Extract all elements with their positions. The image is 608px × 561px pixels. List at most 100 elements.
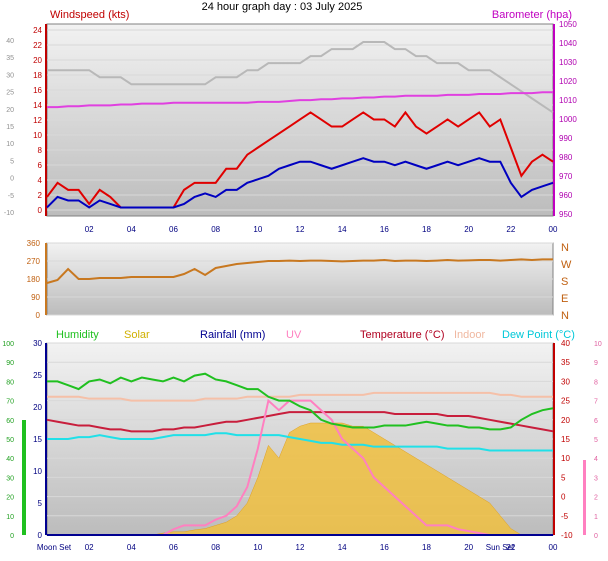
direction-line	[46, 258, 553, 284]
uv-tick-label: 10	[594, 341, 602, 348]
compass-tick-label: E	[561, 293, 568, 305]
outer-tick-label: 25	[6, 90, 14, 97]
baro-tick-label: 990	[559, 134, 573, 143]
outer-tick-label: 15	[6, 124, 14, 131]
time-tick-label: 00	[549, 225, 558, 234]
wind-tick-label: 8	[38, 146, 43, 155]
time-tick-label: 14	[338, 543, 347, 552]
humidity-bar	[22, 420, 26, 535]
baro-tick-label: 980	[559, 153, 573, 162]
baro-tick-label: 950	[559, 210, 573, 219]
outer-tick-label: 5	[10, 158, 14, 165]
humidity-tick-label: 0	[10, 533, 14, 540]
temperature-tick-label: 0	[561, 493, 566, 502]
humidity-tick-label: 10	[6, 514, 14, 521]
time-tick-label: 20	[464, 225, 473, 234]
wind-tick-label: 4	[38, 176, 43, 185]
time-tick-label: 06	[169, 543, 178, 552]
baro-tick-label: 1040	[559, 39, 577, 48]
time-tick-label: 18	[422, 543, 431, 552]
humidity-tick-label: 60	[6, 418, 14, 425]
outer-tick-label: 10	[6, 141, 14, 148]
direction-ticks: 360 270 180 90 0	[27, 239, 47, 320]
humidity-tick-label: 30	[6, 475, 14, 482]
baro-tick-label: 1030	[559, 58, 577, 67]
baro-tick-label: 1000	[559, 115, 577, 124]
rain-tick-label: 25	[33, 371, 42, 380]
temperature-tick-label: 20	[561, 416, 570, 425]
temperature-series	[46, 372, 554, 536]
wind-axis-label: Windspeed (kts)	[50, 9, 129, 21]
wind-tick-label: 20	[33, 56, 42, 65]
rain-tick-label: 0	[38, 531, 43, 540]
temperature-panel: Humidity Solar Rainfall (mm) UV Temperature …	[2, 329, 602, 552]
time-tick-label: 06	[169, 225, 178, 234]
direction-tick-label: 360	[27, 239, 41, 248]
outer-tick-label: 35	[6, 55, 14, 62]
chart-title: 24 hour graph day : 03 July 2025	[202, 1, 363, 13]
temperature-tick-label: 25	[561, 397, 570, 406]
time-tick-label: 16	[380, 225, 389, 234]
time-tick-label: 04	[127, 543, 136, 552]
legend-label: Rainfall (mm)	[200, 329, 265, 341]
wind-tick-label: 6	[38, 161, 43, 170]
humidityline	[47, 372, 554, 431]
outer-tick-label: 40	[6, 38, 14, 45]
barometer-line	[47, 91, 553, 109]
wind-time-ticks: 02 04 06 08 10 12 14 16 18 20 22 00	[85, 225, 558, 234]
time-tick-label: 08	[211, 543, 220, 552]
baro-tick-label: 1050	[559, 20, 577, 29]
humidity-tick-label: 100	[2, 341, 14, 348]
direction-tick-label: 90	[31, 293, 40, 302]
rain-tick-label: 30	[33, 339, 42, 348]
temperature-legend: Humidity Solar Rainfall (mm) UV Temperature …	[56, 329, 575, 341]
wind-panel: Windspeed (kts) Barometer (hpa) 24222018…	[4, 9, 577, 234]
temperature-tick-label: 10	[561, 454, 570, 463]
rain-tick-label: 5	[38, 499, 43, 508]
direction-series	[46, 258, 553, 284]
wind-tick-label: 16	[33, 86, 42, 95]
dew-pointline	[47, 432, 553, 452]
uv-tick-label: 6	[594, 418, 598, 425]
uv-tick-label: 9	[594, 360, 598, 367]
time-tick-label: 14	[338, 225, 347, 234]
temperatureline	[46, 411, 554, 433]
temperature-ticks: 40 35 30 25 20 15 10 5 0 -5 -10	[553, 339, 573, 540]
outer-tick-label: -10	[4, 210, 14, 217]
direction-tick-label: 270	[27, 257, 41, 266]
time-tick-label: 22	[506, 225, 515, 234]
compass-tick-label: W	[561, 259, 572, 271]
baro-tick-label: 960	[559, 191, 573, 200]
baro-tick-label: 1010	[559, 96, 577, 105]
humidity-tick-label: 20	[6, 495, 14, 502]
wind-tick-label: 22	[33, 41, 42, 50]
time-tick-label: 04	[127, 225, 136, 234]
temperature-tick-label: 35	[561, 358, 570, 367]
rain-tick-label: 10	[33, 467, 42, 476]
uv-tick-label: 4	[594, 456, 598, 463]
wind-tick-label: 2	[38, 191, 43, 200]
time-tick-label: 18	[422, 225, 431, 234]
direction-tick-label: 180	[27, 275, 41, 284]
compass-tick-label: N	[561, 310, 569, 322]
outer-ticks: 40 35 30 25 20 15 10 5 0 -5 -10	[4, 38, 14, 217]
uv-tick-label: 5	[594, 437, 598, 444]
legend-label: Humidity	[56, 329, 99, 341]
baro-ticks: 1050 1040 1030 1020 1010 1000 990 980 970 960 950	[553, 20, 577, 219]
uv-tick-label: 3	[594, 475, 598, 482]
baro-tick-label: 1020	[559, 77, 577, 86]
temperature-tick-label: 30	[561, 377, 570, 386]
humidity-tick-label: 50	[6, 437, 14, 444]
outer-tick-label: 20	[6, 107, 14, 114]
time-tick-label: 12	[296, 225, 305, 234]
baro-tick-label: 970	[559, 172, 573, 181]
legend-label: Indoor	[454, 329, 486, 341]
rain-tick-label: 20	[33, 403, 42, 412]
moon-set-label: Moon Set	[37, 543, 72, 552]
outer-tick-label: -5	[8, 193, 14, 200]
temperature-tick-label: -10	[561, 531, 573, 540]
average-line	[46, 157, 554, 209]
